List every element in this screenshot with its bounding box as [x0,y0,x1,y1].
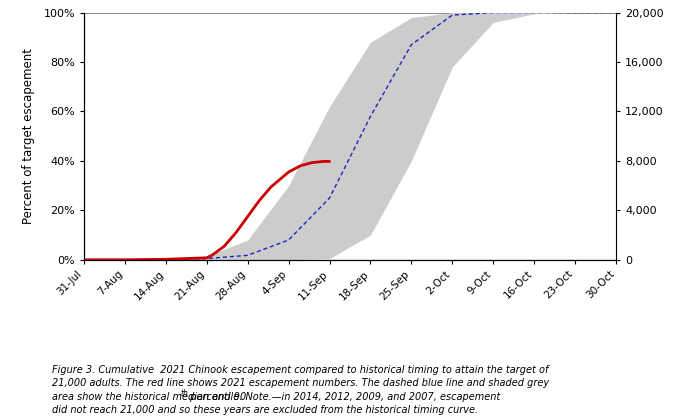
Text: Figure 3. Cumulative  2021 Chinook escapement compared to historical timing to a: Figure 3. Cumulative 2021 Chinook escape… [52,365,549,375]
Text: 21,000 adults. The red line shows 2021 escapement numbers. The dashed blue line : 21,000 adults. The red line shows 2021 e… [52,378,550,388]
Text: th: th [180,389,188,398]
Text: did not reach 21,000 and so these years are excluded from the historical timing : did not reach 21,000 and so these years … [52,405,479,415]
Y-axis label: Percent of target escapement: Percent of target escapement [22,48,35,224]
Text: percentile. Note.—in 2014, 2012, 2009, and 2007, escapement: percentile. Note.—in 2014, 2012, 2009, a… [187,392,500,402]
Text: area show the historical median and 90: area show the historical median and 90 [52,392,246,402]
